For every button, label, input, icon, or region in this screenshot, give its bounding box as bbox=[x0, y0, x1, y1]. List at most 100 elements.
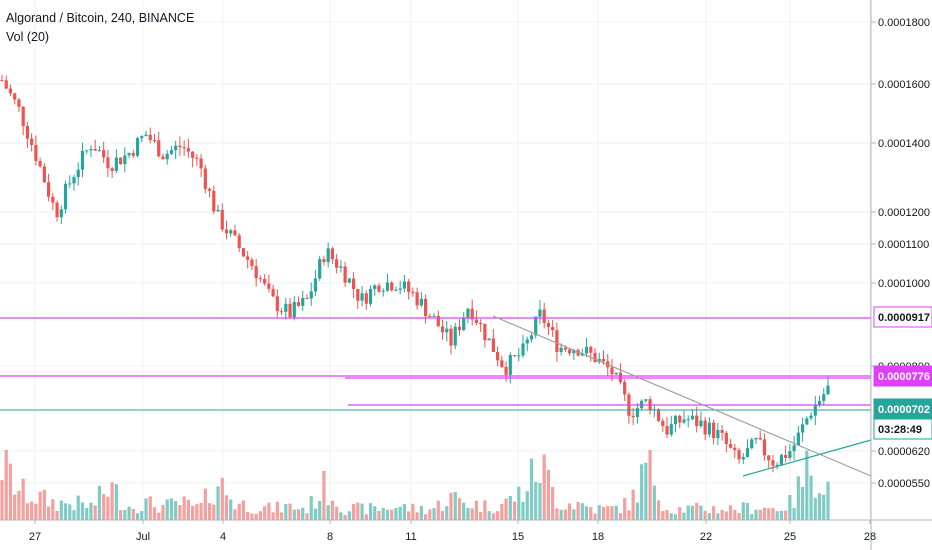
candle-body bbox=[733, 447, 737, 451]
volume-bar bbox=[601, 506, 606, 520]
chart-legend: Algorand / Bitcoin, 240, BINANCE Vol (20… bbox=[6, 9, 194, 47]
volume-bar bbox=[241, 500, 246, 520]
candle-body bbox=[457, 326, 462, 331]
candle-body bbox=[59, 209, 63, 218]
volume-bar bbox=[462, 502, 466, 520]
volume-bar bbox=[212, 504, 216, 520]
candle-body bbox=[453, 326, 457, 346]
ascending-trend-line bbox=[742, 439, 872, 477]
volume-bar bbox=[813, 497, 817, 520]
volume-bar bbox=[254, 513, 258, 520]
volume-bar bbox=[309, 496, 313, 520]
candle-body bbox=[318, 259, 322, 279]
candle-body bbox=[93, 149, 97, 151]
candle-body bbox=[131, 153, 135, 156]
price-axis[interactable]: 0.0001800 0.0001600 0.0001400 0.0001200 0.00… bbox=[870, 0, 930, 550]
candle-body bbox=[745, 448, 750, 458]
volume-bar bbox=[46, 506, 51, 520]
candle-body bbox=[72, 177, 76, 184]
volume-bar bbox=[423, 514, 428, 520]
drawing-overlays[interactable] bbox=[0, 315, 872, 477]
price-tick-label: 0.0001600 bbox=[878, 79, 930, 91]
volume-bar bbox=[623, 497, 627, 520]
volume-bar bbox=[114, 484, 118, 520]
time-tick-label: Jul bbox=[136, 531, 150, 543]
candle-body bbox=[546, 322, 551, 328]
volume-bar bbox=[517, 486, 521, 520]
symbol-title[interactable]: Algorand / Bitcoin, 240, BINANCE bbox=[6, 11, 195, 25]
candle-body bbox=[89, 149, 93, 151]
volume-bar bbox=[542, 454, 546, 520]
candle-body bbox=[428, 316, 432, 318]
candle-body bbox=[767, 455, 771, 461]
volume-bar bbox=[640, 464, 644, 520]
candle-body bbox=[182, 147, 186, 149]
candle-body bbox=[114, 157, 118, 171]
candle-body bbox=[275, 296, 279, 312]
candle-body bbox=[13, 93, 17, 100]
volume-bar bbox=[199, 502, 203, 520]
volume-bar bbox=[207, 503, 212, 520]
volume-bar bbox=[572, 509, 576, 520]
candle-body bbox=[491, 338, 495, 352]
countdown-badge-box bbox=[873, 418, 932, 440]
volume-bar bbox=[695, 502, 699, 520]
time-axis[interactable]: 27 Jul 4 8 11 15 18 22 25 28 bbox=[0, 519, 932, 543]
volume-bar bbox=[597, 505, 601, 520]
volume-bar bbox=[610, 506, 614, 520]
candle-body bbox=[191, 151, 195, 158]
volume-bar bbox=[267, 502, 271, 520]
volume-indicator-label[interactable]: Vol (20) bbox=[6, 30, 50, 44]
candle-body bbox=[17, 99, 21, 107]
volume-bar bbox=[563, 509, 567, 520]
candle-body bbox=[466, 308, 470, 319]
candle-body bbox=[644, 399, 648, 401]
volume-bar bbox=[161, 504, 165, 520]
volume-bar bbox=[521, 501, 525, 520]
volume-bar bbox=[457, 498, 462, 520]
candle-body bbox=[233, 230, 237, 236]
volume-bar bbox=[631, 489, 635, 520]
price-tick-label: 0.0001000 bbox=[878, 278, 930, 290]
candle-body bbox=[216, 209, 220, 212]
candle-body bbox=[800, 424, 805, 433]
candle-body bbox=[271, 288, 275, 297]
candle-body bbox=[263, 278, 267, 284]
volume-bar bbox=[796, 476, 800, 520]
volume-bar bbox=[512, 501, 517, 520]
volume-bar bbox=[8, 463, 13, 520]
time-tick-label: 27 bbox=[29, 531, 41, 543]
volume-bar bbox=[686, 505, 690, 520]
volume-bar bbox=[754, 509, 758, 520]
candle-body bbox=[449, 328, 453, 346]
volume-bar bbox=[436, 500, 440, 520]
volume-bar bbox=[809, 475, 813, 520]
volume-bar bbox=[296, 509, 301, 520]
volume-bar bbox=[555, 508, 559, 520]
candle-body bbox=[364, 293, 368, 304]
volume-bar bbox=[119, 510, 123, 520]
volume-bar bbox=[775, 511, 779, 520]
volume-bar bbox=[402, 504, 407, 520]
candle-body bbox=[555, 330, 559, 352]
candle-body bbox=[34, 144, 38, 161]
volume-bar bbox=[305, 513, 309, 520]
candle-body bbox=[301, 297, 305, 306]
volume-bar bbox=[229, 499, 233, 520]
volume-bar bbox=[508, 495, 512, 520]
volume-bar bbox=[720, 509, 724, 520]
volume-bar bbox=[246, 511, 250, 520]
candle-body bbox=[631, 415, 635, 418]
candle-body bbox=[330, 248, 334, 260]
candle-body bbox=[195, 157, 199, 159]
volume-bar bbox=[474, 500, 479, 520]
volume-bar bbox=[589, 507, 593, 520]
volume-bar bbox=[745, 503, 750, 520]
candle-body bbox=[102, 150, 106, 158]
candle-body bbox=[529, 335, 534, 340]
volume-bar bbox=[25, 503, 30, 520]
candle-body bbox=[805, 418, 809, 425]
volume-bar bbox=[741, 502, 745, 520]
candle-body bbox=[826, 385, 830, 395]
